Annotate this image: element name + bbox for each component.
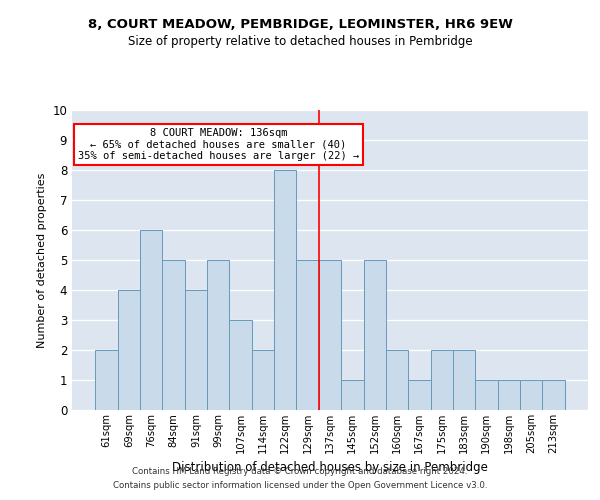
Bar: [319, 260, 341, 410]
Bar: [520, 380, 542, 410]
Bar: [229, 320, 252, 410]
Bar: [163, 260, 185, 410]
Bar: [475, 380, 497, 410]
Bar: [118, 290, 140, 410]
Bar: [95, 350, 118, 410]
Bar: [274, 170, 296, 410]
Text: 8 COURT MEADOW: 136sqm
← 65% of detached houses are smaller (40)
35% of semi-det: 8 COURT MEADOW: 136sqm ← 65% of detached…: [77, 128, 359, 161]
Bar: [408, 380, 431, 410]
Y-axis label: Number of detached properties: Number of detached properties: [37, 172, 47, 348]
Text: Contains public sector information licensed under the Open Government Licence v3: Contains public sector information licen…: [113, 481, 487, 490]
Bar: [341, 380, 364, 410]
Bar: [542, 380, 565, 410]
X-axis label: Distribution of detached houses by size in Pembridge: Distribution of detached houses by size …: [172, 462, 488, 474]
Bar: [185, 290, 207, 410]
Bar: [431, 350, 453, 410]
Text: 8, COURT MEADOW, PEMBRIDGE, LEOMINSTER, HR6 9EW: 8, COURT MEADOW, PEMBRIDGE, LEOMINSTER, …: [88, 18, 512, 30]
Bar: [364, 260, 386, 410]
Bar: [296, 260, 319, 410]
Text: Size of property relative to detached houses in Pembridge: Size of property relative to detached ho…: [128, 35, 472, 48]
Text: Contains HM Land Registry data © Crown copyright and database right 2024.: Contains HM Land Registry data © Crown c…: [132, 467, 468, 476]
Bar: [140, 230, 163, 410]
Bar: [207, 260, 229, 410]
Bar: [497, 380, 520, 410]
Bar: [453, 350, 475, 410]
Bar: [386, 350, 408, 410]
Bar: [252, 350, 274, 410]
